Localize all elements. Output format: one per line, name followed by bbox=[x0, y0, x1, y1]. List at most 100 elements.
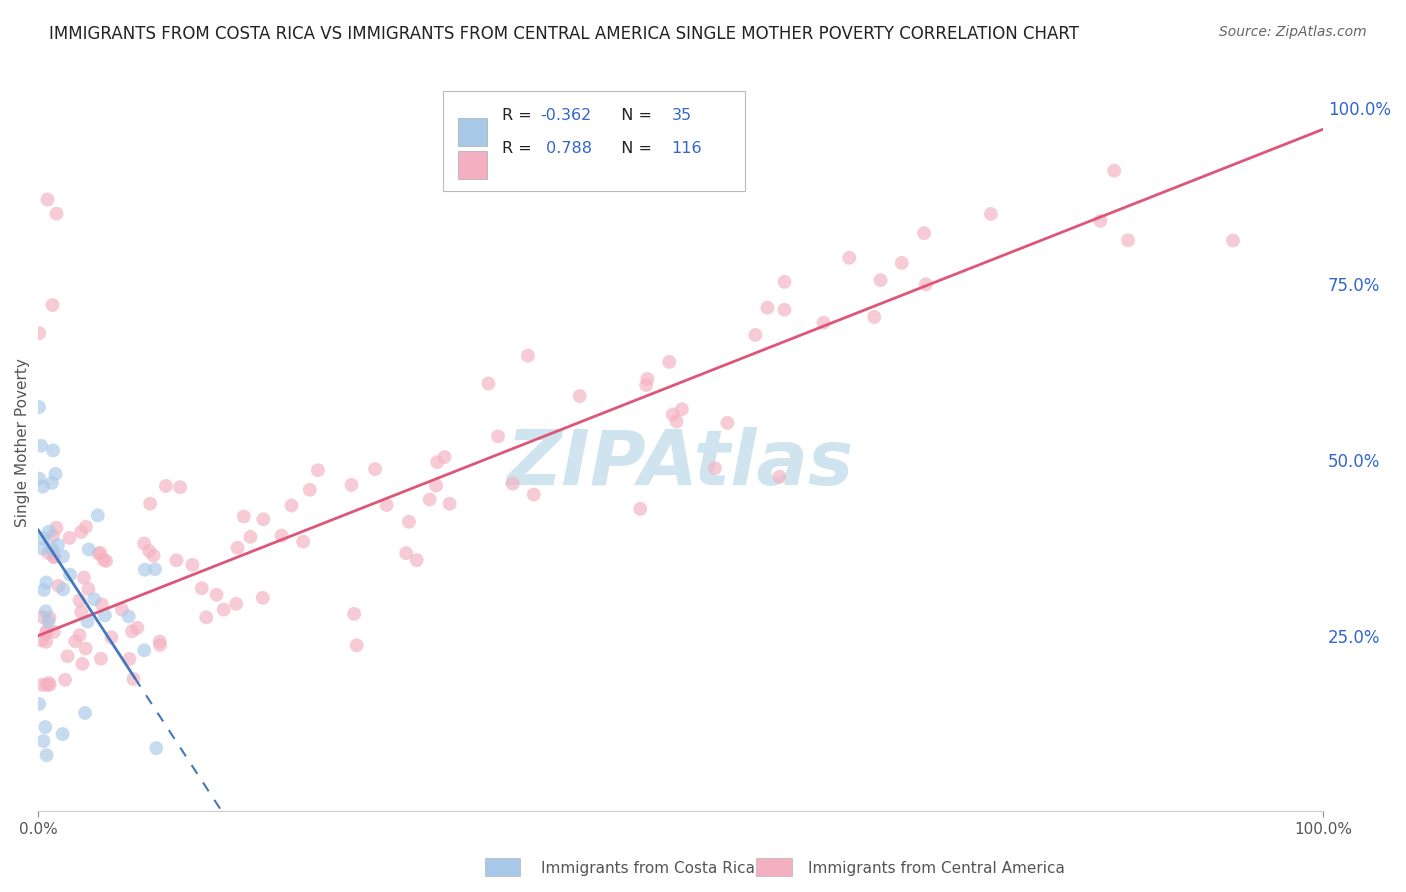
Point bbox=[292, 534, 315, 549]
Point bbox=[252, 512, 274, 526]
Point bbox=[31, 633, 53, 648]
Point bbox=[1116, 233, 1139, 247]
Text: Immigrants from Central America: Immigrants from Central America bbox=[808, 862, 1066, 876]
Point bbox=[35, 626, 58, 640]
Point bbox=[912, 226, 935, 240]
Point bbox=[756, 301, 779, 315]
Point bbox=[343, 607, 366, 621]
Point bbox=[42, 550, 65, 565]
Point bbox=[166, 553, 188, 567]
Point bbox=[38, 611, 60, 625]
Point bbox=[195, 610, 218, 624]
Point bbox=[35, 678, 58, 692]
Point bbox=[121, 624, 143, 639]
Point bbox=[661, 408, 683, 422]
Point bbox=[46, 538, 69, 552]
Point bbox=[149, 634, 172, 648]
Text: R =: R = bbox=[502, 108, 537, 122]
Point bbox=[636, 378, 658, 392]
Point bbox=[869, 273, 891, 287]
Point bbox=[1102, 163, 1125, 178]
Point bbox=[31, 479, 53, 493]
Point bbox=[426, 455, 449, 469]
Y-axis label: Single Mother Poverty: Single Mother Poverty bbox=[15, 358, 30, 526]
Point bbox=[77, 542, 100, 557]
Point bbox=[53, 673, 76, 687]
Point bbox=[31, 610, 53, 624]
Text: Source: ZipAtlas.com: Source: ZipAtlas.com bbox=[1219, 25, 1367, 39]
Point bbox=[181, 558, 204, 572]
Point bbox=[239, 530, 262, 544]
Point bbox=[76, 615, 98, 629]
Point bbox=[28, 326, 51, 341]
Point bbox=[744, 328, 766, 343]
Point bbox=[32, 734, 55, 748]
Point bbox=[658, 355, 681, 369]
Point bbox=[90, 651, 112, 665]
Point bbox=[773, 302, 796, 317]
Point bbox=[87, 547, 110, 561]
Point bbox=[364, 462, 387, 476]
Point bbox=[32, 582, 55, 597]
Point bbox=[405, 553, 427, 567]
Point bbox=[56, 649, 79, 664]
Point bbox=[37, 615, 59, 629]
Point bbox=[398, 515, 420, 529]
Point bbox=[636, 372, 658, 386]
Point bbox=[111, 602, 134, 616]
Point bbox=[346, 638, 368, 652]
Point bbox=[134, 563, 156, 577]
Text: 116: 116 bbox=[672, 141, 703, 156]
Point bbox=[93, 553, 115, 567]
Text: 0.788: 0.788 bbox=[541, 141, 592, 156]
Point bbox=[45, 521, 67, 535]
Point bbox=[212, 602, 235, 616]
Point bbox=[31, 678, 53, 692]
Point bbox=[433, 450, 456, 464]
Point bbox=[77, 582, 100, 596]
Point bbox=[143, 562, 166, 576]
Point bbox=[773, 275, 796, 289]
Point bbox=[523, 487, 546, 501]
Point bbox=[42, 443, 65, 458]
Point bbox=[35, 604, 58, 618]
Point bbox=[37, 193, 59, 207]
Point bbox=[863, 310, 886, 324]
Point bbox=[270, 528, 292, 542]
Point bbox=[477, 376, 499, 391]
Point bbox=[628, 501, 651, 516]
Point bbox=[69, 628, 91, 642]
Point bbox=[149, 638, 172, 652]
Point bbox=[38, 524, 60, 539]
Point bbox=[703, 461, 725, 475]
Point bbox=[73, 571, 96, 585]
Point bbox=[142, 549, 165, 563]
Text: N =: N = bbox=[612, 108, 658, 122]
Point bbox=[665, 414, 688, 428]
Point bbox=[42, 549, 65, 564]
Point bbox=[94, 554, 117, 568]
Point bbox=[134, 536, 156, 550]
Point bbox=[28, 472, 51, 486]
Point bbox=[232, 509, 254, 524]
Point bbox=[298, 483, 321, 497]
Point bbox=[45, 207, 67, 221]
Point bbox=[340, 478, 363, 492]
Point bbox=[38, 676, 60, 690]
Point bbox=[716, 416, 738, 430]
Point bbox=[155, 479, 177, 493]
Point bbox=[32, 532, 55, 546]
Point bbox=[307, 463, 329, 477]
Point bbox=[87, 508, 110, 523]
Point bbox=[145, 741, 167, 756]
Point bbox=[252, 591, 274, 605]
Point bbox=[35, 748, 58, 763]
Point bbox=[226, 541, 249, 555]
Point bbox=[118, 609, 141, 624]
Point bbox=[75, 706, 97, 720]
FancyBboxPatch shape bbox=[458, 118, 486, 146]
Text: Immigrants from Costa Rica: Immigrants from Costa Rica bbox=[541, 862, 755, 876]
Point bbox=[568, 389, 591, 403]
Point bbox=[280, 499, 302, 513]
FancyBboxPatch shape bbox=[458, 152, 486, 179]
